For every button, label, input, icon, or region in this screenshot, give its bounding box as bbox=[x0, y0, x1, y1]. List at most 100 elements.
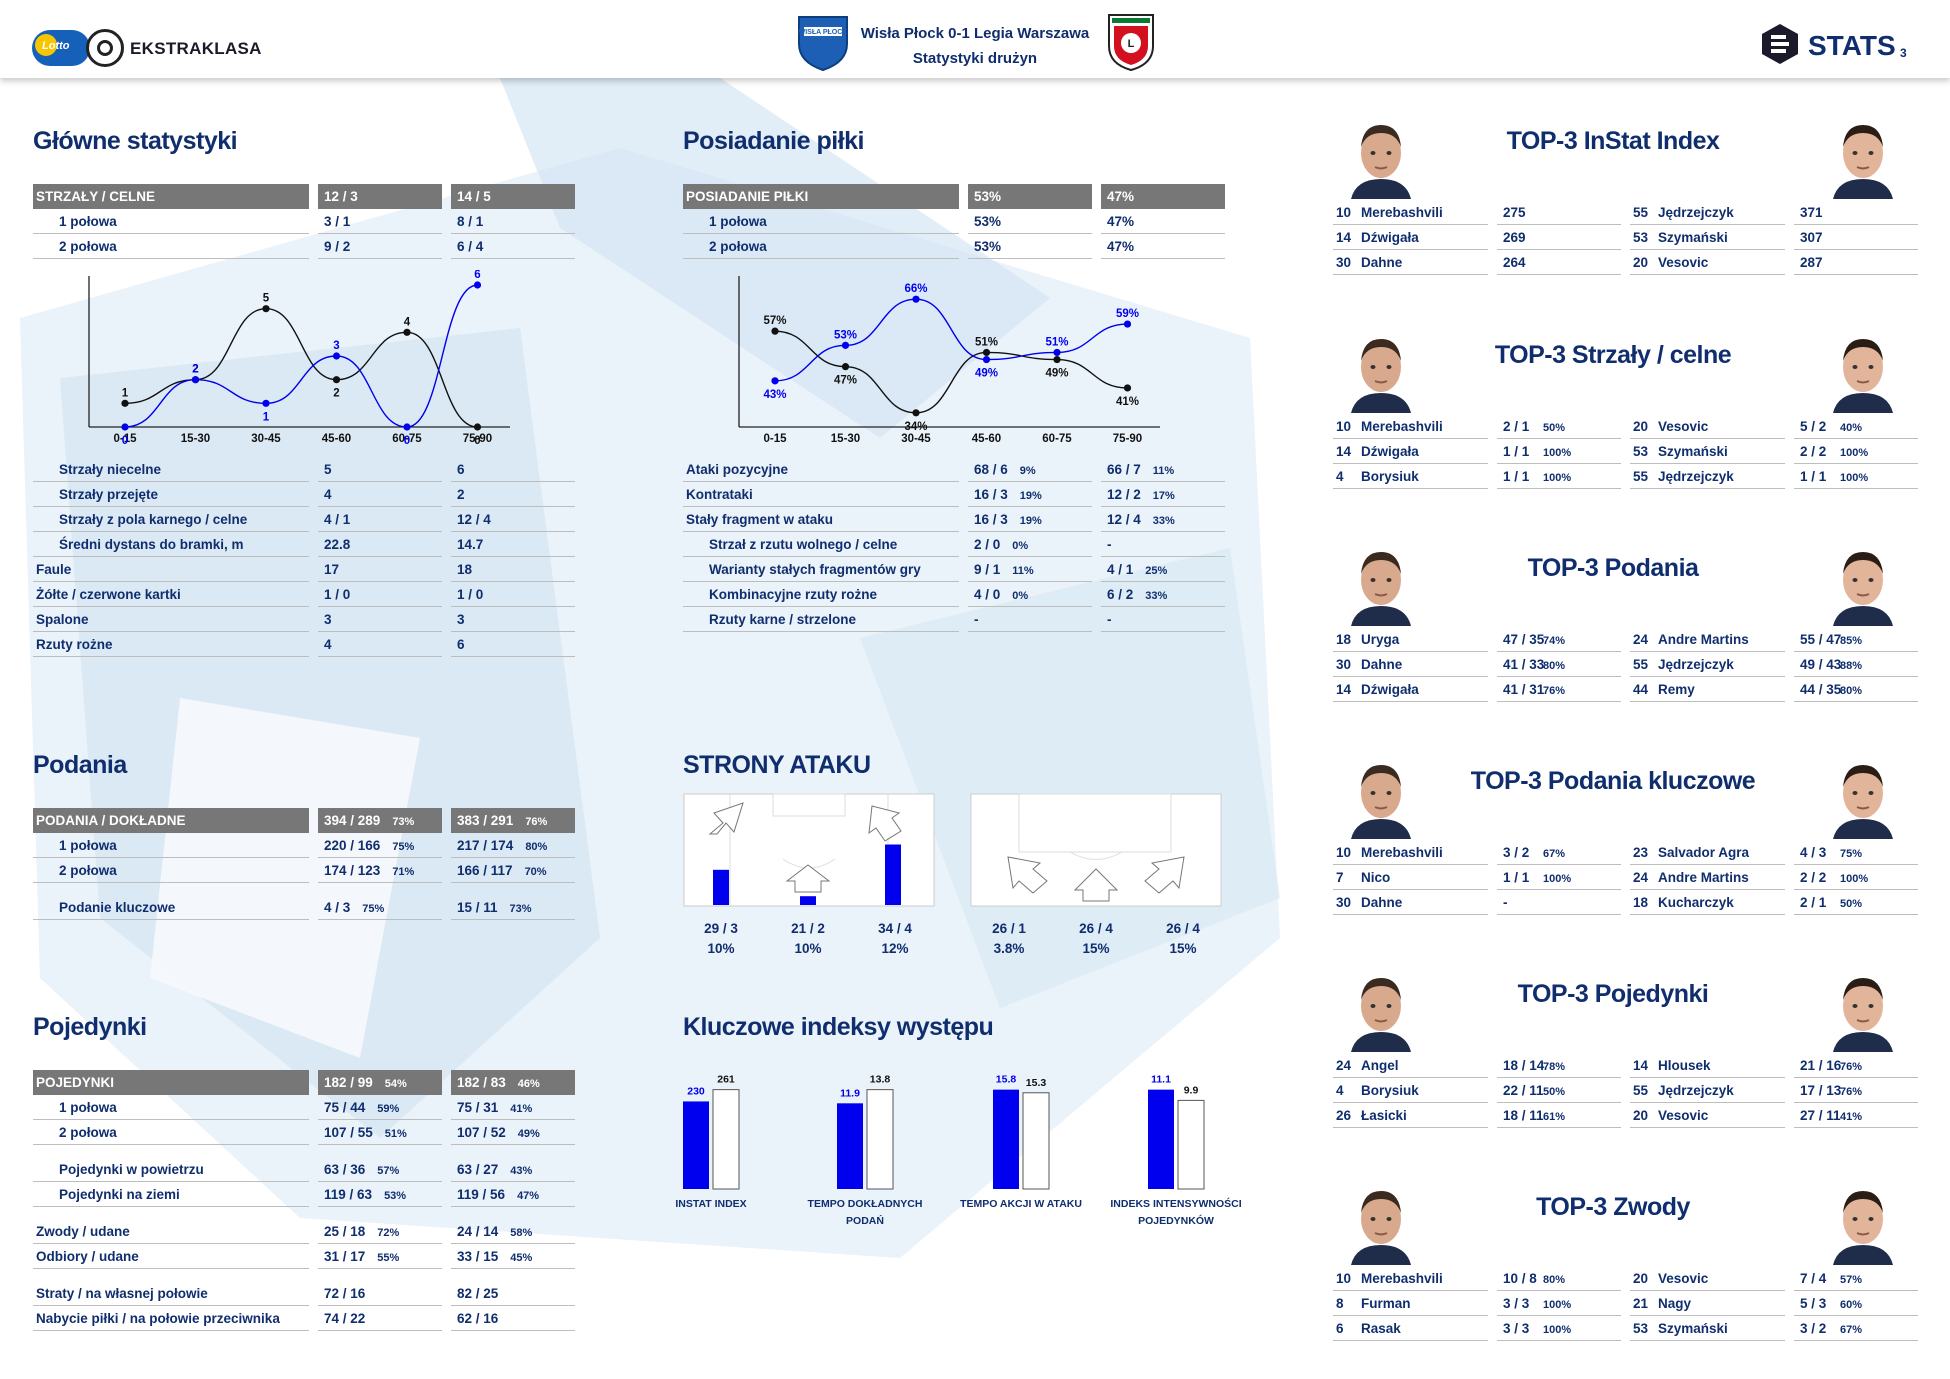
away-value: 182 / 83 bbox=[457, 1075, 506, 1090]
home-pct: 55% bbox=[377, 1252, 400, 1264]
attack-value: 21 / 2 bbox=[791, 921, 825, 936]
x-tick-label: 60-75 bbox=[1042, 433, 1072, 445]
away-player-pct: 40% bbox=[1840, 422, 1863, 434]
away-player-pct: 88% bbox=[1840, 660, 1863, 672]
top3-block: TOP-3 Zwody 10 Merebashvili 10 / 8 80% 20 Veso… bbox=[1333, 1191, 1918, 1379]
away-value: 82 / 25 bbox=[457, 1286, 499, 1301]
data-label: 59% bbox=[1116, 308, 1139, 320]
data-point bbox=[1053, 348, 1061, 357]
row-label: Podanie kluczowe bbox=[33, 895, 309, 920]
data-label: 66% bbox=[904, 283, 927, 295]
table-row: Strzał z rzutu wolnego / celne 2 / 0 0% - bbox=[683, 532, 1225, 557]
top3-title: TOP-3 Pojedynki bbox=[1517, 980, 1709, 1008]
away-value: 75 / 31 bbox=[457, 1100, 499, 1115]
category-label: TEMPO DOKŁADNYCH bbox=[808, 1198, 923, 1210]
home-player-number: 6 bbox=[1336, 1321, 1344, 1336]
data-point bbox=[841, 363, 850, 371]
possession-timeline-chart: 0-15 15-30 30-45 45-60 60-75 75-90 57% 47% 34% 51… bbox=[738, 276, 1160, 445]
away-player-value: 2 / 1 bbox=[1800, 895, 1827, 910]
home-player-number: 10 bbox=[1336, 845, 1352, 860]
home-player-value: 2 / 1 bbox=[1503, 419, 1530, 434]
table-row: Strzały przejęte 4 2 bbox=[33, 482, 575, 507]
away-player-name: Vesovic bbox=[1658, 1108, 1709, 1123]
row-label: Stały fragment w ataku bbox=[683, 507, 959, 532]
home-player-value: 3 / 3 bbox=[1503, 1321, 1530, 1336]
home-bar-label: 11.9 bbox=[840, 1087, 860, 1099]
row-label: 1 połowa bbox=[33, 209, 309, 234]
table-row: Straty / na własnej połowie 72 / 16 82 / 2… bbox=[33, 1281, 575, 1306]
possession-title: Posiadanie piłki bbox=[683, 127, 864, 155]
away-player-value: 2 / 2 bbox=[1800, 444, 1827, 459]
away-player-value: 27 / 11 bbox=[1800, 1108, 1841, 1123]
home-value: 4 / 0 bbox=[974, 587, 1001, 602]
away-value: 66 / 7 bbox=[1107, 462, 1141, 477]
home-pct: 0% bbox=[1012, 590, 1029, 602]
attack-sides-title: STRONY ATAKU bbox=[683, 751, 871, 779]
home-player-pct: 100% bbox=[1543, 1299, 1572, 1311]
away-player-number: 55 bbox=[1633, 469, 1649, 484]
category-label: INDEKS INTENSYWNOŚCI bbox=[1110, 1197, 1241, 1210]
data-label: 3 bbox=[333, 340, 339, 352]
away-player-pct: 57% bbox=[1840, 1274, 1863, 1286]
row-label: Straty / na własnej połowie bbox=[33, 1281, 309, 1306]
table-row: PODANIA / DOKŁADNE 394 / 289 73% 383 / 291 7… bbox=[33, 808, 575, 833]
home-pct: 57% bbox=[377, 1165, 400, 1177]
row-label: Nabycie piłki / na połowie przeciwnika bbox=[33, 1306, 309, 1331]
shots-table: STRZAŁY / CELNE 12 / 3 14 / 5 1 połowa 3 / … bbox=[33, 184, 575, 259]
home-value: 1 / 0 bbox=[318, 582, 442, 607]
data-label: 34% bbox=[904, 421, 927, 433]
home-player-number: 14 bbox=[1336, 230, 1352, 245]
away-player-value: 371 bbox=[1800, 205, 1823, 220]
away-player-pct: 76% bbox=[1840, 1086, 1863, 1098]
data-label: 49% bbox=[1045, 368, 1068, 380]
row-label: Strzały niecelne bbox=[33, 457, 309, 482]
table-row: 24 Angel 18 / 1478% 14 Hlousek 21 / 1676% bbox=[1333, 1053, 1918, 1078]
top3-block: TOP-3 Podania 18 Uryga 47 / 3574% 24 Andre Ma… bbox=[1333, 552, 1918, 764]
row-label: STRZAŁY / CELNE bbox=[33, 184, 309, 209]
data-point bbox=[262, 305, 270, 313]
row-label: 2 połowa bbox=[683, 234, 959, 259]
passes-table: PODANIA / DOKŁADNE 394 / 289 73% 383 / 291 7… bbox=[33, 808, 575, 920]
table-row: 2 połowa 53% 47% bbox=[683, 234, 1225, 259]
table-row: 14 Dźwigała 1 / 1 100% 53 Szymański 2 / 2 100% bbox=[1333, 439, 1918, 464]
table-row: Pojedynki w powietrzu 63 / 36 57% 63 / 27 43… bbox=[33, 1157, 575, 1182]
top3-table: 24 Angel 18 / 1478% 14 Hlousek 21 / 1676% 4 Bor… bbox=[1333, 1053, 1918, 1128]
crest-text: WISŁA PŁOCK bbox=[799, 29, 848, 36]
away-player-name: Andre Martins bbox=[1658, 632, 1749, 647]
away-bar bbox=[1022, 1092, 1050, 1190]
away-player-name: Szymański bbox=[1658, 1321, 1728, 1336]
away-bar-label: 261 bbox=[717, 1074, 735, 1086]
legia-warszawa-crest-icon: L bbox=[1108, 14, 1154, 72]
home-pct: 73% bbox=[392, 816, 415, 828]
possession-table: POSIADANIE PIŁKI 53% 47% 1 połowa 53% 47% 2 … bbox=[683, 184, 1225, 259]
home-player-name: Borysiuk bbox=[1361, 469, 1419, 484]
attack-sides-graphic: 29 / 3 10% 21 / 2 10% 34 / 4 12% 26 / 1 … bbox=[683, 793, 1222, 956]
data-label: 57% bbox=[763, 315, 786, 327]
data-label: 2 bbox=[333, 388, 339, 400]
table-row: Podanie kluczowe 4 / 3 75% 15 / 11 73% bbox=[33, 895, 575, 920]
home-player-name: Angel bbox=[1361, 1058, 1399, 1073]
row-label: 1 połowa bbox=[33, 1095, 309, 1120]
home-pct: 0% bbox=[1012, 540, 1029, 552]
row-label: POSIADANIE PIŁKI bbox=[683, 184, 959, 209]
table-row: 4 Borysiuk 22 / 1150% 55 Jędrzejczyk 17 / 137… bbox=[1333, 1078, 1918, 1103]
table-row: 26 Łasicki 18 / 1161% 20 Vesovic 27 / 1141% bbox=[1333, 1103, 1918, 1128]
away-value: - bbox=[1107, 612, 1112, 627]
data-label: 2 bbox=[192, 364, 198, 376]
data-label: 41% bbox=[1116, 396, 1139, 408]
away-player-pct: 60% bbox=[1840, 1299, 1863, 1311]
data-label: 0 bbox=[404, 435, 410, 447]
data-label: 53% bbox=[834, 329, 857, 341]
duels-table: POJEDYNKI 182 / 99 54% 182 / 83 46% 1 połowa… bbox=[33, 1070, 575, 1331]
away-player-pct: 80% bbox=[1840, 685, 1863, 697]
home-pct: 53% bbox=[384, 1190, 407, 1202]
main-stats-title: Główne statystyki bbox=[33, 127, 238, 155]
table-row: Żółte / czerwone kartki 1 / 0 1 / 0 bbox=[33, 582, 575, 607]
away-player-name: Jędrzejczyk bbox=[1658, 657, 1734, 672]
table-row: Kontrataki 16 / 3 19% 12 / 2 17% bbox=[683, 482, 1225, 507]
away-player-photo bbox=[1828, 331, 1898, 413]
away-pct: 25% bbox=[1145, 565, 1168, 577]
row-label: Strzały z pola karnego / celne bbox=[33, 507, 309, 532]
data-point bbox=[191, 376, 200, 384]
away-player-number: 20 bbox=[1633, 255, 1649, 270]
